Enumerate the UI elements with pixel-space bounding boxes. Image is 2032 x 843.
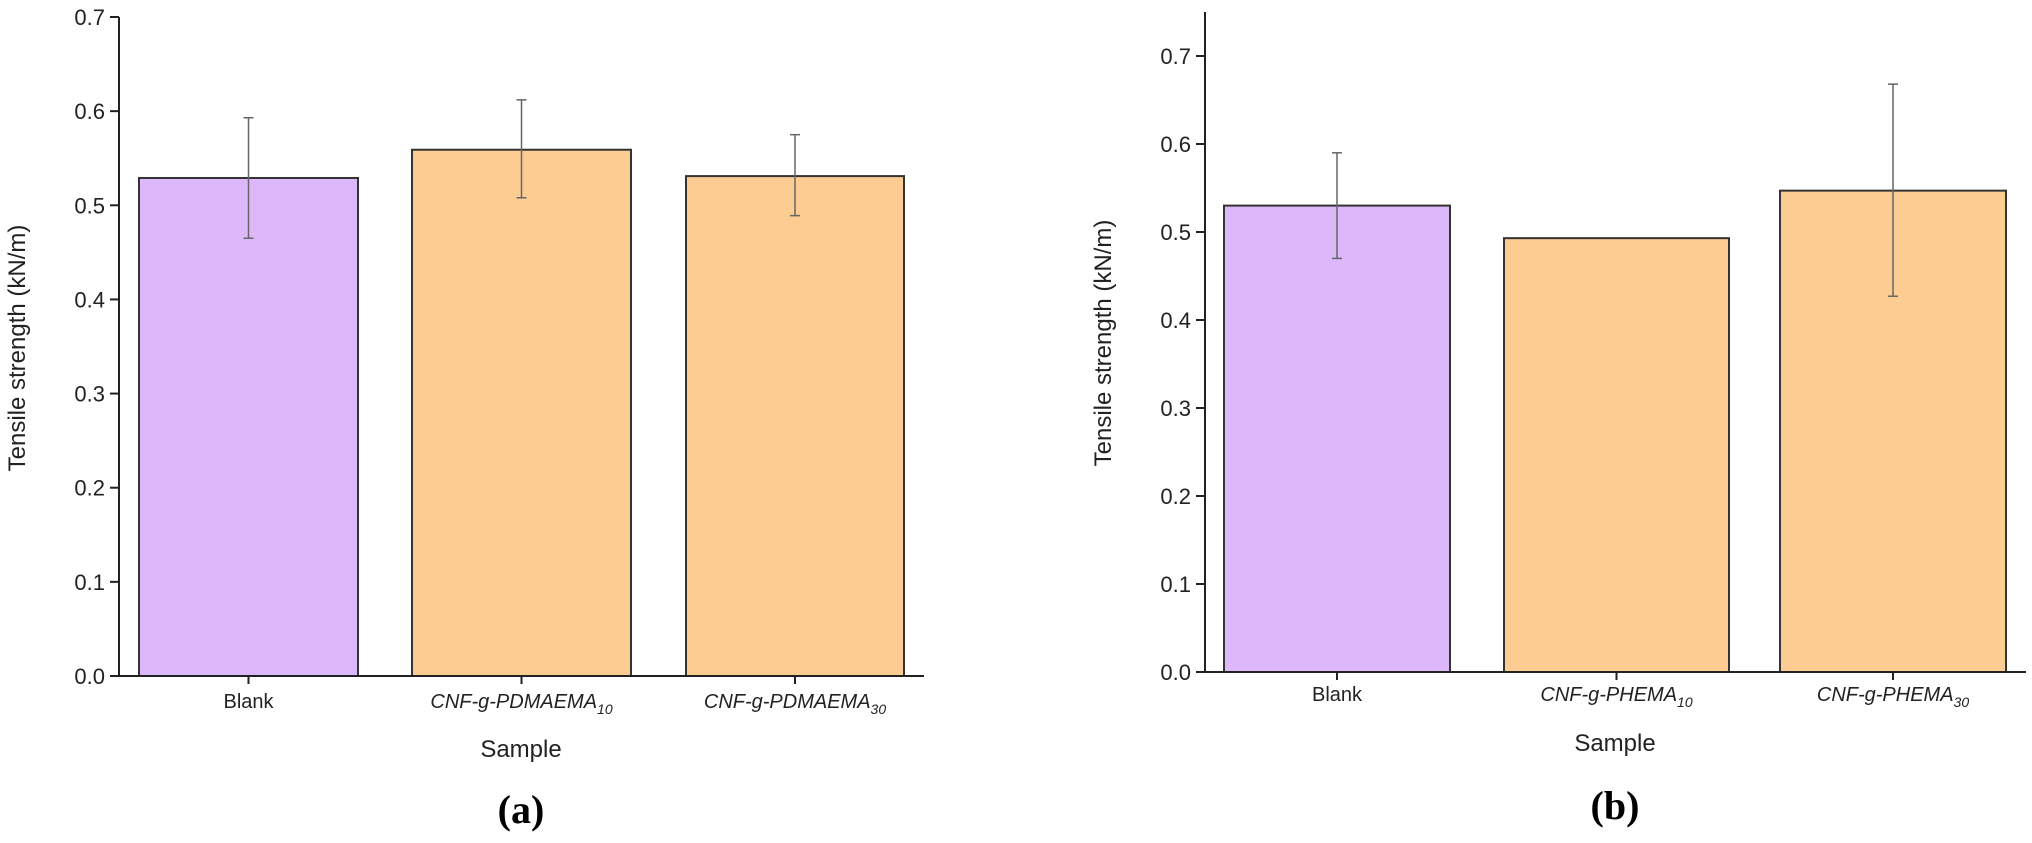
x-tick-label-main: CNF-g-PDMAEMA [430, 691, 597, 713]
y-tick-label: 0.1 [1160, 572, 1191, 597]
bar-1 [138, 176, 359, 677]
y-tick-label: 0.0 [1160, 660, 1191, 685]
x-axis-title: Sample [480, 736, 561, 763]
error-bar-3 [1888, 83, 1898, 297]
y-tick-label: 0.3 [1160, 396, 1191, 421]
bar-3 [685, 175, 905, 677]
x-tick-label-subscript: 30 [1954, 694, 1970, 710]
chart-panel-b: 0.0 0.1 0.2 0.3 0.4 0.5 0.6 0.7 Blank CNF-g-PHEMA… [1090, 12, 2026, 828]
x-axis-title: Sample [1574, 730, 1655, 757]
x-tick-label: CNF-g-PHEMA10 [1540, 684, 1692, 710]
y-tick-label: 0.2 [74, 476, 105, 501]
x-tick-label: Blank [1312, 684, 1363, 706]
bar-1 [1223, 204, 1451, 673]
y-tick-label: 0.2 [1160, 484, 1191, 509]
error-bar-3 [790, 133, 800, 217]
chart-panel-a: 0.0 0.1 0.2 0.3 0.4 0.5 0.6 0.7 Blank CNF-g-PDMAE… [4, 5, 924, 832]
x-tick-label-main: Blank [223, 691, 274, 713]
y-axis-title: Tensile strength (kN/m) [1090, 220, 1117, 467]
x-tick-label-subscript: 30 [871, 701, 887, 717]
y-tick-label: 0.6 [1160, 132, 1191, 157]
panel-label: (a) [498, 787, 545, 832]
error-bar-1 [243, 116, 254, 239]
y-axis-title: Tensile strength (kN/m) [4, 225, 31, 472]
y-tick-label: 0.5 [1160, 220, 1191, 245]
bar-2 [1503, 237, 1730, 673]
x-tick-label: CNF-g-PDMAEMA10 [430, 691, 612, 717]
x-tick-label-subscript: 10 [1677, 694, 1693, 710]
error-bar-2 [516, 99, 527, 199]
y-tick-label: 0.0 [74, 664, 105, 689]
x-tick-label: CNF-g-PHEMA30 [1817, 684, 1969, 710]
x-tick-label: CNF-g-PDMAEMA30 [704, 691, 886, 717]
y-tick-label: 0.3 [74, 382, 105, 407]
y-tick-label: 0.4 [1160, 308, 1191, 333]
x-tick-label-main: CNF-g-PHEMA [1817, 684, 1954, 706]
bar-2 [411, 148, 632, 677]
y-tick-label: 0.7 [1160, 44, 1191, 69]
y-tick-label: 0.1 [74, 570, 105, 595]
x-tick-label-main: CNF-g-PDMAEMA [704, 691, 871, 713]
x-tick-label: Blank [223, 691, 274, 713]
error-bar-1 [1332, 152, 1342, 260]
panel-label: (b) [1591, 783, 1640, 828]
x-tick-label-subscript: 10 [597, 701, 613, 717]
x-tick-label-main: Blank [1312, 684, 1363, 706]
y-tick-label: 0.6 [74, 99, 105, 124]
x-tick-label-main: CNF-g-PHEMA [1540, 684, 1677, 706]
y-tick-label: 0.4 [74, 287, 105, 312]
y-tick-label: 0.5 [74, 193, 105, 218]
y-tick-label: 0.7 [74, 5, 105, 30]
